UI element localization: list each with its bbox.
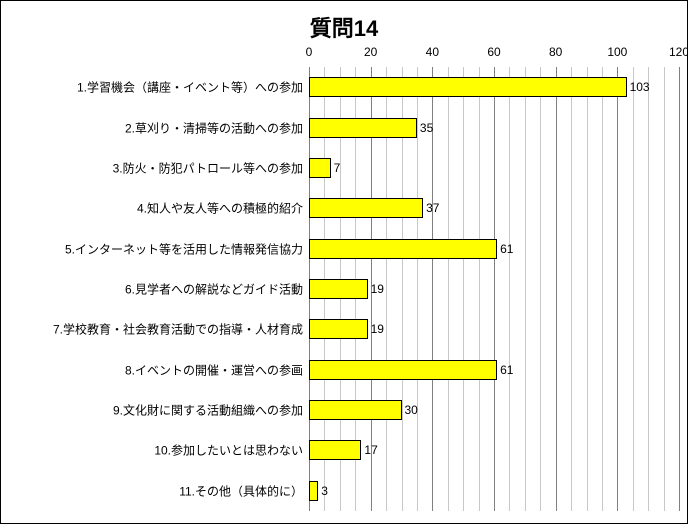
bar: 19 <box>309 279 368 299</box>
x-tick-label: 20 <box>364 45 377 59</box>
bar-value-label: 37 <box>422 201 439 215</box>
category-label: 7.学校教育・社会教育活動での指導・人材育成 <box>53 321 309 338</box>
chart-frame: 質問14 0 20 40 60 80 100 120 1.学習機会（講座・イベント等）への参… <box>0 0 688 524</box>
category-label: 11.その他（具体的に） <box>179 482 309 499</box>
bar: 17 <box>309 440 361 460</box>
bar: 37 <box>309 198 423 218</box>
x-tick-label: 80 <box>549 45 562 59</box>
category-label: 9.文化財に関する活動組織への参加 <box>113 402 309 419</box>
bar-value-label: 35 <box>416 121 433 135</box>
bar: 19 <box>309 319 368 339</box>
bar: 61 <box>309 360 497 380</box>
bar-value-label: 61 <box>496 363 513 377</box>
bar-value-label: 61 <box>496 242 513 256</box>
bar-value-label: 103 <box>626 80 650 94</box>
bar: 3 <box>309 481 318 501</box>
bar: 103 <box>309 77 627 97</box>
category-label: 8.イベントの開催・運営への参画 <box>125 361 309 378</box>
chart-title: 質問14 <box>1 1 687 49</box>
bar-value-label: 17 <box>360 443 377 457</box>
plot-wrap: 020406080100120 1.学習機会（講座・イベント等）への参加1032… <box>1 45 687 523</box>
category-label: 1.学習機会（講座・イベント等）への参加 <box>77 79 309 96</box>
bar-value-label: 3 <box>317 484 328 498</box>
bar-value-label: 19 <box>367 322 384 336</box>
x-tick-label: 100 <box>607 45 627 59</box>
grid-major <box>679 67 680 511</box>
x-tick-label: 60 <box>487 45 500 59</box>
bar-row: 2.草刈り・清掃等の活動への参加35 <box>309 116 679 140</box>
category-label: 3.防火・防犯パトロール等への参加 <box>113 159 309 176</box>
bar-row: 9.文化財に関する活動組織への参加30 <box>309 398 679 422</box>
category-label: 5.インターネット等を活用した情報発信協力 <box>65 240 309 257</box>
category-label: 2.草刈り・清掃等の活動への参加 <box>125 119 309 136</box>
x-tick-label: 40 <box>426 45 439 59</box>
x-tick-label: 0 <box>306 45 313 59</box>
bar-row: 6.見学者への解説などガイド活動19 <box>309 277 679 301</box>
bar-row: 3.防火・防犯パトロール等への参加7 <box>309 156 679 180</box>
bar-row: 10.参加したいとは思わない17 <box>309 438 679 462</box>
bar-row: 8.イベントの開催・運営への参画61 <box>309 358 679 382</box>
category-label: 4.知人や友人等への積極的紹介 <box>137 200 309 217</box>
bar-row: 1.学習機会（講座・イベント等）への参加103 <box>309 75 679 99</box>
bar-value-label: 7 <box>330 161 341 175</box>
bar-row: 4.知人や友人等への積極的紹介37 <box>309 196 679 220</box>
plot-area: 1.学習機会（講座・イベント等）への参加103 2.草刈り・清掃等の活動への参加3… <box>309 67 679 511</box>
bar-row: 5.インターネット等を活用した情報発信協力61 <box>309 237 679 261</box>
bar-value-label: 30 <box>401 403 418 417</box>
bar: 7 <box>309 158 331 178</box>
category-label: 6.見学者への解説などガイド活動 <box>125 280 309 297</box>
bar: 61 <box>309 239 497 259</box>
bar-row: 11.その他（具体的に）3 <box>309 479 679 503</box>
x-tick-label: 120 <box>669 45 688 59</box>
bar: 35 <box>309 118 417 138</box>
bar-row: 7.学校教育・社会教育活動での指導・人材育成19 <box>309 317 679 341</box>
bar: 30 <box>309 400 402 420</box>
x-axis-top: 020406080100120 <box>309 45 679 65</box>
bar-rows: 1.学習機会（講座・イベント等）への参加103 2.草刈り・清掃等の活動への参加3… <box>309 67 679 511</box>
bar-value-label: 19 <box>367 282 384 296</box>
category-label: 10.参加したいとは思わない <box>154 442 309 459</box>
